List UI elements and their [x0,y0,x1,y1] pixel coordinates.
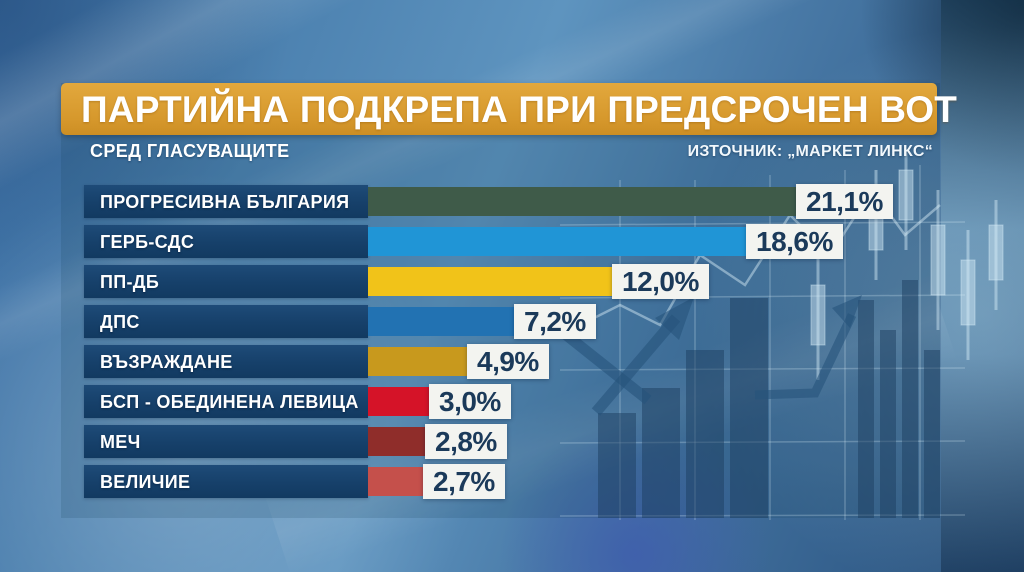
chart-row: ВЪЗРАЖДАНЕ 4,9% [84,344,893,379]
value-label: 4,9% [467,344,549,379]
party-label: ВЕЛИЧИЕ [84,465,368,498]
value-bar [368,427,425,456]
party-label: ДПС [84,305,368,338]
party-label: ВЪЗРАЖДАНЕ [84,345,368,378]
bar-chart: ПРОГРЕСИВНА БЪЛГАРИЯ 21,1% ГЕРБ-СДС 18,6% ПП… [84,184,893,505]
value-label: 7,2% [514,304,596,339]
up-arrow-icon [556,297,694,416]
chart-row: БСП - ОБЕДИНЕНА ЛЕВИЦА 3,0% [84,384,893,419]
party-label: МЕЧ [84,425,368,458]
bar-silhouette [598,280,940,518]
source-credit: ИЗТОЧНИК: „МАРКЕТ ЛИНКС“ [687,143,933,160]
value-bar [368,267,612,296]
chart-row: ДПС 7,2% [84,304,893,339]
party-label: БСП - ОБЕДИНЕНА ЛЕВИЦА [84,385,368,418]
page-title: ПАРТИЙНА ПОДКРЕПА ПРИ ПРЕДСРОЧЕН ВОТ [81,89,957,130]
value-bar [368,387,429,416]
chart-row: ПРОГРЕСИВНА БЪЛГАРИЯ 21,1% [84,184,893,219]
chart-row: ГЕРБ-СДС 18,6% [84,224,893,259]
chart-row: МЕЧ 2,8% [84,424,893,459]
value-label: 18,6% [746,224,843,259]
value-label: 2,8% [425,424,507,459]
value-bar [368,227,746,256]
up-arrow-icon [754,295,862,400]
value-bar [368,347,467,376]
value-bar [368,307,514,336]
party-label: ПП-ДБ [84,265,368,298]
chart-subtitle: СРЕД ГЛАСУВАЩИТЕ [90,141,290,161]
value-bar [368,467,423,496]
value-label: 3,0% [429,384,511,419]
party-label: ПРОГРЕСИВНА БЪЛГАРИЯ [84,185,368,218]
value-bar [368,187,796,216]
party-label: ГЕРБ-СДС [84,225,368,258]
value-label: 2,7% [423,464,505,499]
value-label: 21,1% [796,184,893,219]
value-label: 12,0% [612,264,709,299]
chart-row: ПП-ДБ 12,0% [84,264,893,299]
chart-row: ВЕЛИЧИЕ 2,7% [84,464,893,499]
title-banner: ПАРТИЙНА ПОДКРЕПА ПРИ ПРЕДСРОЧЕН ВОТ [61,83,957,135]
candlestick-chart [810,150,1004,380]
right-edge-band [941,0,1024,572]
